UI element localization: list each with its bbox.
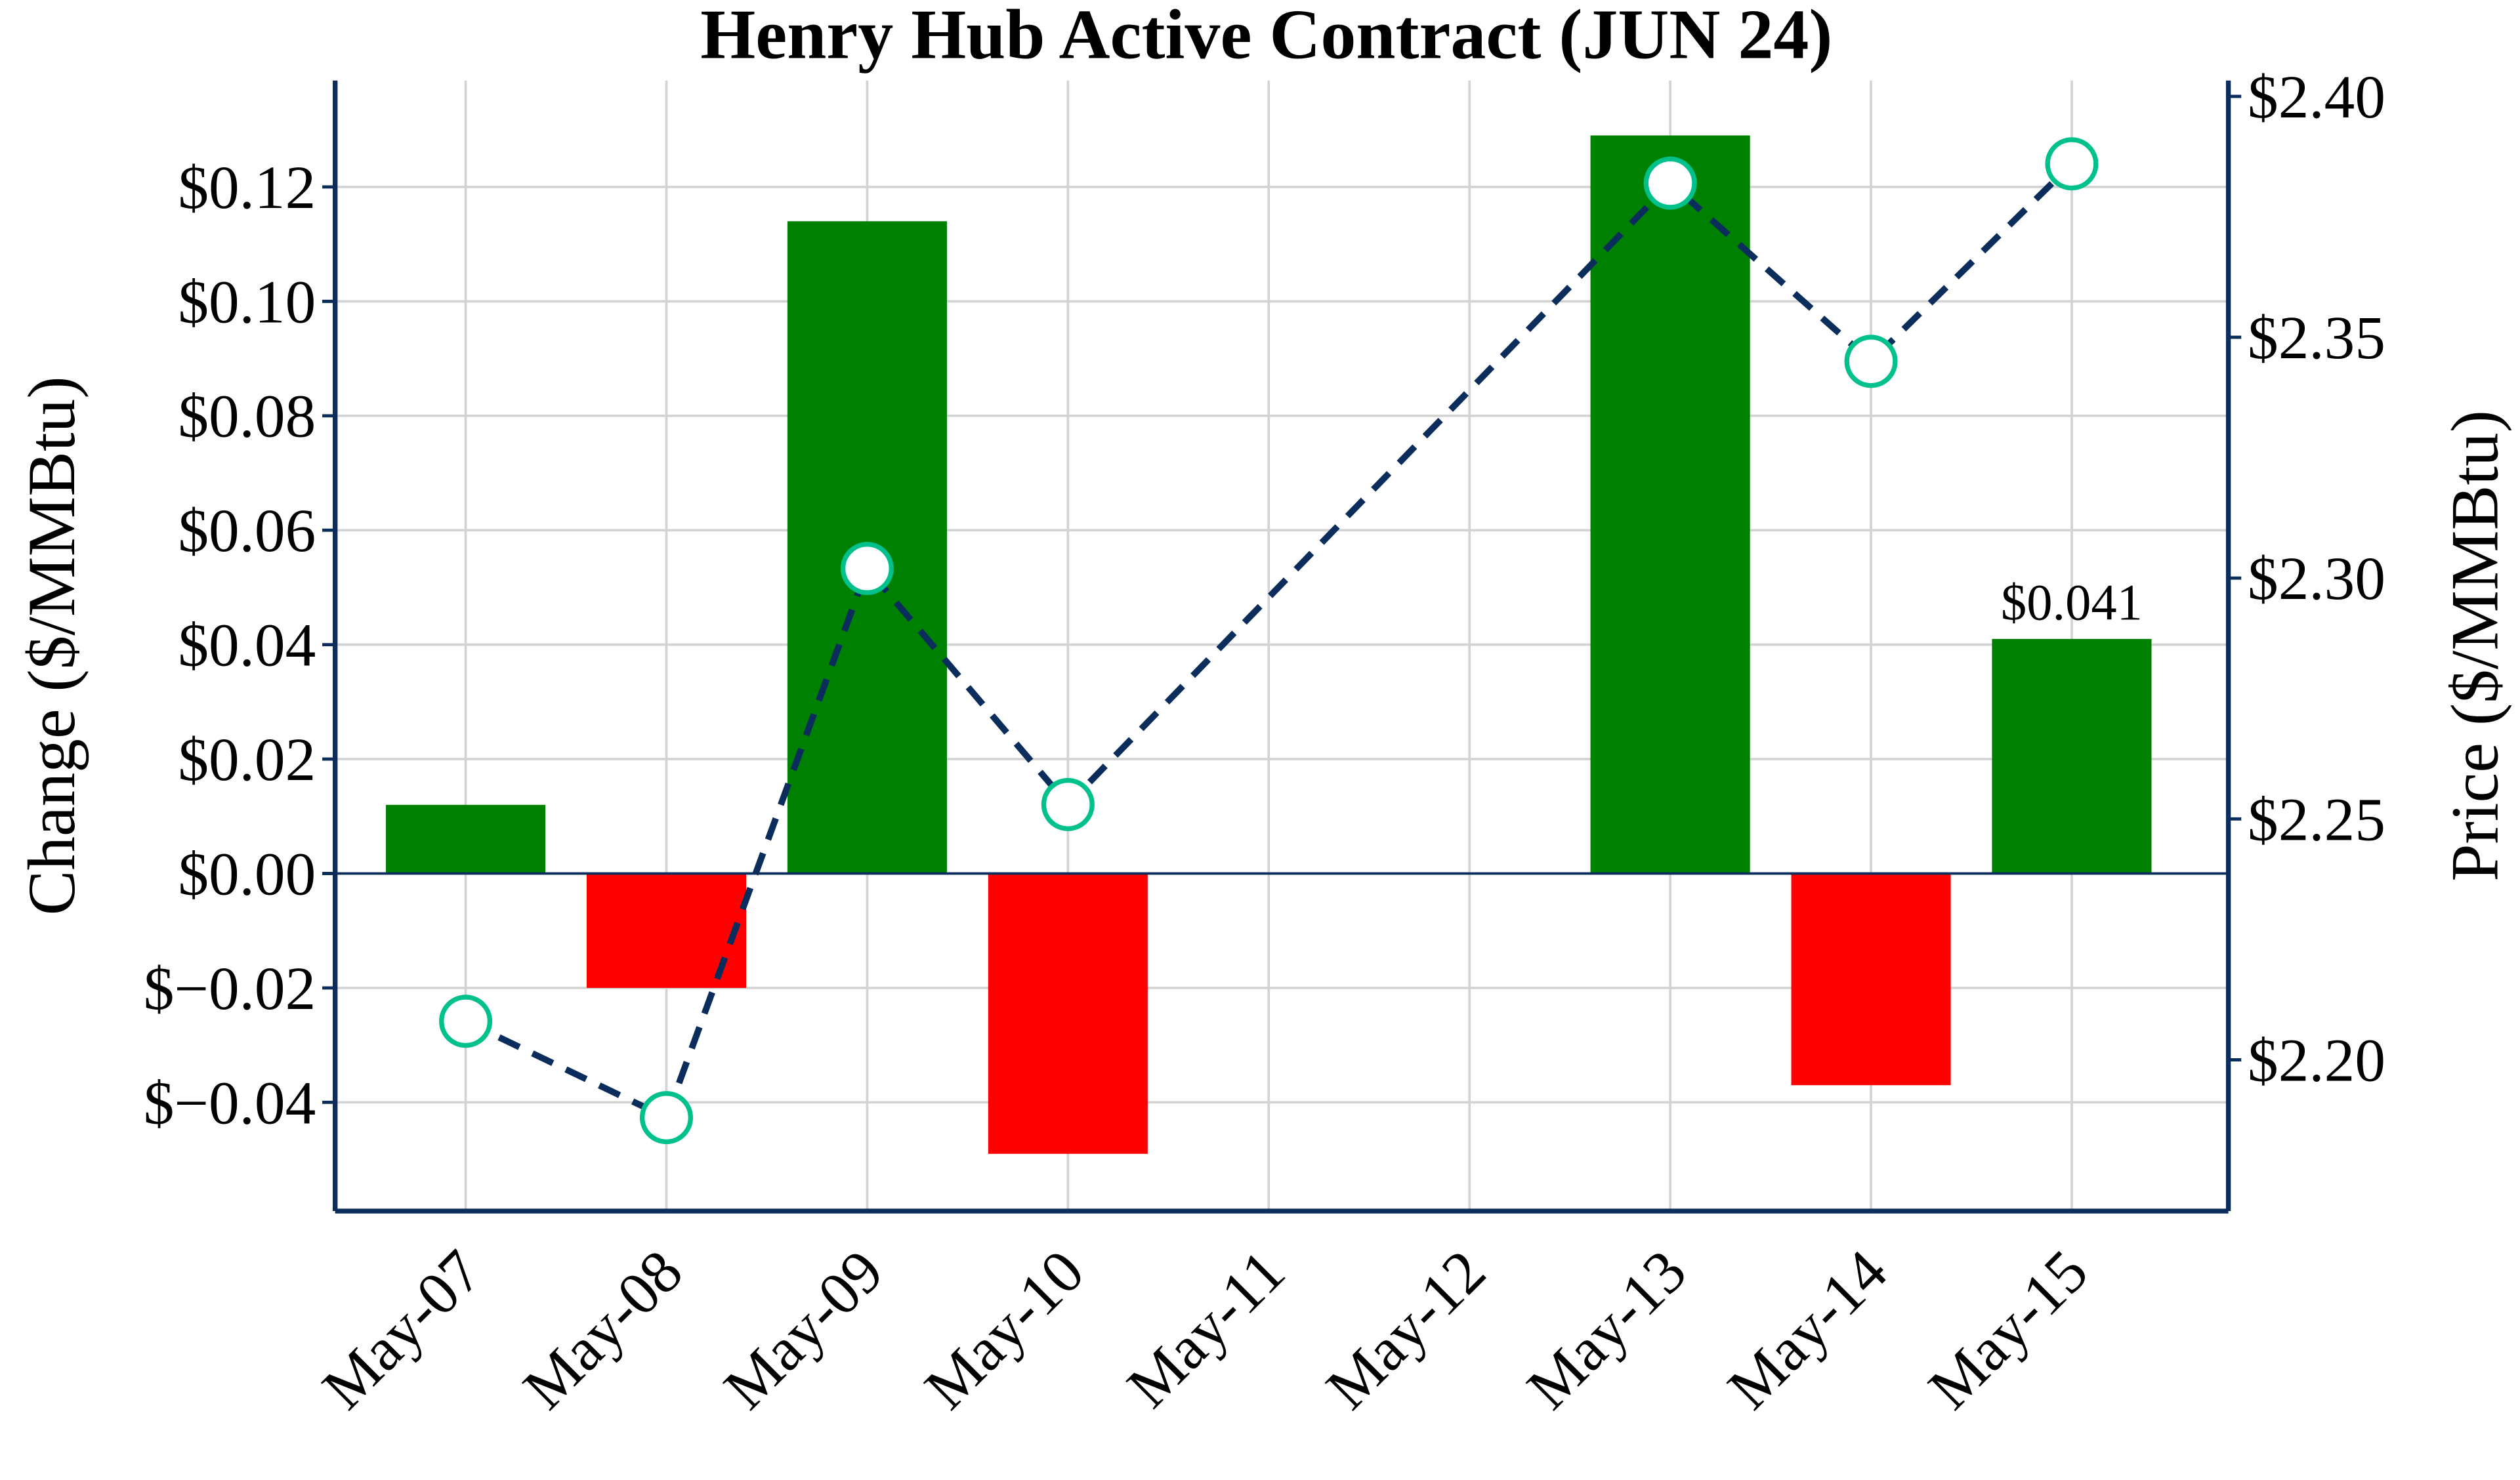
x-tick-label: May-11	[1114, 1237, 1297, 1420]
change-bar	[1590, 135, 1750, 874]
price-line	[439, 137, 2099, 1145]
bars	[386, 135, 2152, 1154]
price-marker	[1844, 335, 1898, 388]
left-tick-label: $0.02	[178, 726, 316, 794]
right-tick-label: $2.40	[2248, 64, 2385, 131]
left-tick-label: $−0.04	[144, 1069, 316, 1137]
change-bar	[988, 873, 1148, 1154]
bar-value-label: $0.041	[2001, 573, 2143, 630]
x-tick-label: May-15	[1916, 1237, 2101, 1422]
chart-title: Henry Hub Active Contract (JUN 24)	[700, 0, 1832, 73]
right-tick-label: $2.35	[2248, 304, 2385, 372]
price-marker	[639, 1091, 694, 1145]
price-marker	[1643, 156, 1697, 210]
right-tick-label: $2.25	[2248, 786, 2385, 853]
x-tick-label: May-09	[711, 1237, 896, 1422]
right-tick-label: $2.30	[2248, 545, 2385, 613]
x-tick-label: May-07	[310, 1237, 495, 1422]
price-marker	[1041, 777, 1095, 831]
change-bar	[1791, 873, 1951, 1086]
left-tick-label: $0.12	[178, 154, 316, 222]
x-tick-label: May-12	[1314, 1237, 1499, 1422]
x-tick-label: May-13	[1515, 1237, 1700, 1422]
left-tick-label: $0.00	[178, 840, 316, 908]
change-bar	[1992, 638, 2152, 874]
left-tick-label: $0.08	[178, 383, 316, 451]
x-tick-label: May-10	[912, 1237, 1097, 1422]
left-tick-label: $0.06	[178, 497, 316, 565]
right-tick-label: $2.20	[2248, 1027, 2385, 1094]
x-tick-label: May-08	[511, 1237, 696, 1422]
price-marker	[439, 995, 493, 1048]
right-axis-label: Price ($/MMBtu)	[2438, 410, 2513, 882]
x-tick-label: May-14	[1715, 1237, 1900, 1422]
price-marker	[2045, 137, 2099, 191]
price-marker	[840, 542, 894, 596]
left-tick-label: $0.10	[178, 268, 316, 336]
change-bar	[386, 804, 546, 874]
left-tick-label: $0.04	[178, 612, 316, 680]
left-tick-label: $−0.02	[144, 955, 316, 1023]
left-axis-label: Change ($/MMBtu)	[14, 376, 89, 915]
